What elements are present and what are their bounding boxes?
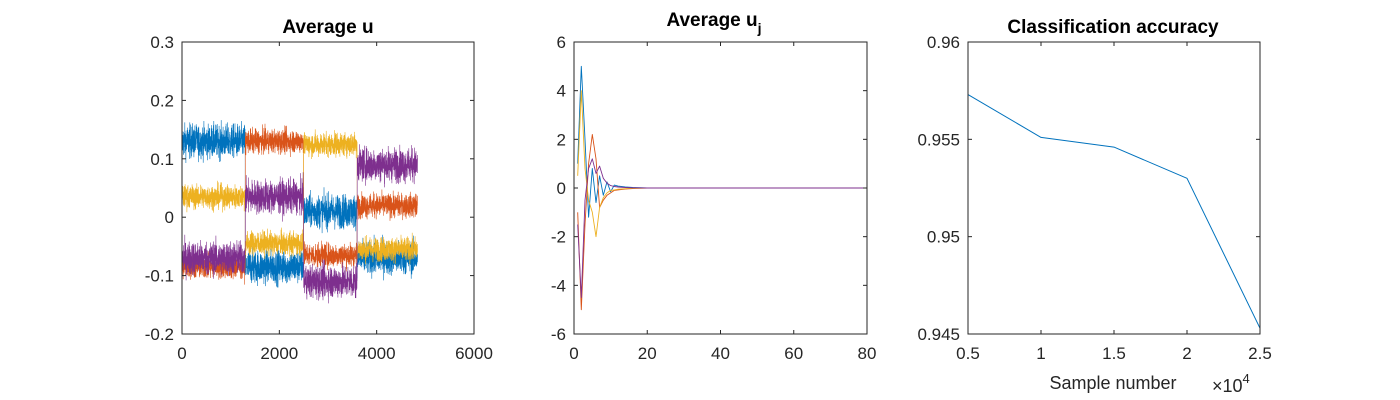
y-tick-label: 0.96 bbox=[927, 33, 960, 52]
chart-title: Classification accuracy bbox=[1007, 17, 1219, 38]
x-tick-label: 2.5 bbox=[1248, 344, 1272, 363]
series-lines bbox=[181, 120, 418, 304]
exponent-power: 4 bbox=[1243, 371, 1250, 386]
y-tick-label: 0 bbox=[557, 179, 566, 198]
series-line bbox=[577, 158, 867, 298]
y-tick-label: 2 bbox=[557, 130, 566, 149]
axes-box bbox=[181, 41, 475, 335]
axes-box bbox=[967, 41, 1261, 335]
series-line bbox=[967, 94, 1261, 329]
x-tick-label: 4000 bbox=[358, 344, 396, 363]
y-tick-label: 6 bbox=[557, 33, 566, 52]
chart-title: Average uj bbox=[666, 10, 761, 36]
y-tick-label: -6 bbox=[551, 325, 566, 344]
axes-box bbox=[573, 41, 868, 335]
y-tick-label: 0.955 bbox=[917, 130, 960, 149]
y-tick-label: -4 bbox=[551, 276, 566, 295]
y-tick-label: -0.1 bbox=[145, 267, 174, 286]
axis-ticks: 0 2000 4000 6000 -0.2 -0.1 0 0.1 0.2 0.3 bbox=[145, 33, 493, 363]
y-tick-label: 0.945 bbox=[917, 325, 960, 344]
y-tick-label: 0.3 bbox=[150, 33, 174, 52]
series-lines bbox=[577, 65, 867, 311]
x-tick-label: 0.5 bbox=[956, 344, 980, 363]
x-tick-label: 60 bbox=[784, 344, 803, 363]
y-tick-label: -0.2 bbox=[145, 325, 174, 344]
series-lines bbox=[967, 94, 1261, 329]
panel-classification-accuracy: Classification accuracy 0.5 1 1.5 2 2.5 0.945… bbox=[917, 17, 1271, 396]
y-tick-label: 0 bbox=[165, 208, 174, 227]
x-exponent-label: ×104 bbox=[1212, 371, 1250, 396]
x-axis-label: Sample number bbox=[1049, 373, 1176, 393]
x-tick-label: 40 bbox=[711, 344, 730, 363]
y-tick-label: 0.1 bbox=[150, 150, 174, 169]
x-tick-label: 1 bbox=[1036, 344, 1045, 363]
series-line bbox=[181, 129, 418, 265]
title-subscript: j bbox=[757, 20, 762, 36]
y-tick-label: 4 bbox=[557, 82, 566, 101]
series-line bbox=[577, 134, 867, 311]
x-tick-label: 80 bbox=[858, 344, 877, 363]
series-line bbox=[577, 65, 867, 218]
series-line bbox=[181, 144, 418, 304]
exponent-base: ×10 bbox=[1212, 376, 1243, 396]
series-line bbox=[577, 90, 867, 238]
title-main: Average u bbox=[666, 10, 757, 31]
y-tick-label: -2 bbox=[551, 228, 566, 247]
panel-average-u: Average u 0 2000 4000 6000 -0.2 -0.1 0 0.1 0.2 0.… bbox=[145, 17, 493, 363]
y-tick-label: 0.2 bbox=[150, 91, 174, 110]
x-tick-label: 0 bbox=[569, 344, 578, 363]
axis-ticks: 0.5 1 1.5 2 2.5 0.945 0.95 0.955 0.96 bbox=[917, 33, 1271, 363]
x-tick-label: 20 bbox=[638, 344, 657, 363]
y-tick-label: 0.95 bbox=[927, 228, 960, 247]
panel-average-uj: Average uj 0 20 40 60 80 -6 -4 -2 0 2 4 6 bbox=[551, 10, 877, 363]
x-tick-label: 2 bbox=[1182, 344, 1191, 363]
x-tick-label: 6000 bbox=[455, 344, 493, 363]
axis-ticks: 0 20 40 60 80 -6 -4 -2 0 2 4 6 bbox=[551, 33, 877, 363]
x-tick-label: 1.5 bbox=[1102, 344, 1126, 363]
chart-title: Average u bbox=[282, 17, 373, 38]
x-tick-label: 2000 bbox=[260, 344, 298, 363]
x-tick-label: 0 bbox=[177, 344, 186, 363]
